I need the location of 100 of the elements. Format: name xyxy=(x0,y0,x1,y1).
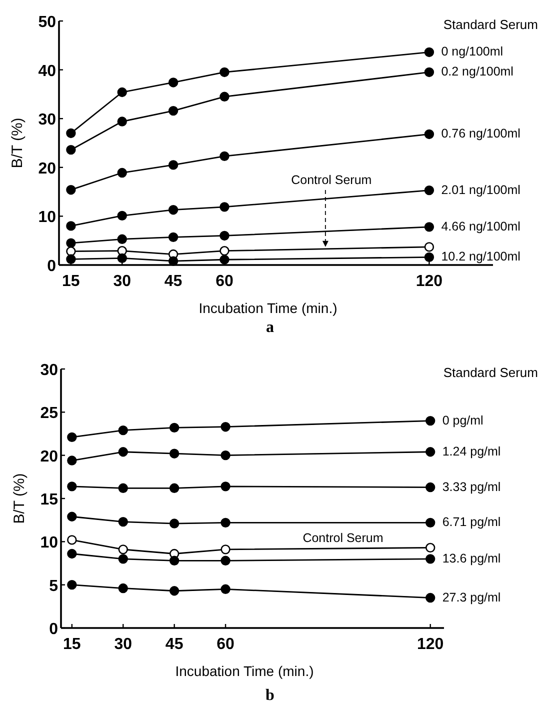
point xyxy=(66,238,76,248)
point xyxy=(220,544,230,554)
point xyxy=(168,78,178,88)
y-tick-label: 50 xyxy=(38,14,56,31)
point xyxy=(424,222,434,232)
y-tick-label: 20 xyxy=(40,448,58,466)
point xyxy=(425,542,436,553)
y-axis-title: B/T (%) xyxy=(9,118,26,168)
point xyxy=(66,128,76,138)
point xyxy=(66,144,76,155)
point xyxy=(66,221,76,231)
point xyxy=(169,448,180,458)
annotation: Control Serum xyxy=(302,531,384,545)
point xyxy=(168,256,178,266)
series-label: 10.2 ng/100ml xyxy=(441,250,520,264)
point xyxy=(117,253,127,264)
series-label: 0 ng/100ml xyxy=(441,44,504,59)
point xyxy=(118,483,128,493)
point xyxy=(169,422,180,433)
x-tick-label: 60 xyxy=(216,273,234,290)
y-tick-label: 30 xyxy=(40,362,58,379)
point xyxy=(425,447,436,457)
y-tick-label: 10 xyxy=(38,209,56,226)
point xyxy=(118,516,128,527)
y-tick-label: 40 xyxy=(38,62,56,80)
point xyxy=(220,151,230,162)
y-tick-label: 0 xyxy=(49,621,58,638)
y-axis-title: B/T (%) xyxy=(11,473,28,524)
point xyxy=(425,482,436,492)
point xyxy=(66,185,76,195)
x-tick-label: 45 xyxy=(164,273,182,290)
series-label: 6.71 pg/ml xyxy=(442,515,501,530)
y-tick-label: 10 xyxy=(40,534,58,552)
y-tick-label: 20 xyxy=(38,160,56,178)
point xyxy=(424,47,434,58)
text: b xyxy=(266,687,275,704)
point xyxy=(118,554,128,564)
series-label: 0 pg/ml xyxy=(442,413,484,428)
point xyxy=(67,535,77,545)
point xyxy=(424,67,434,78)
point xyxy=(168,232,178,242)
x-tick-label: 30 xyxy=(113,273,132,290)
point xyxy=(118,544,128,554)
series-label: 13.6 pg/ml xyxy=(442,551,501,566)
point xyxy=(425,416,436,426)
point xyxy=(118,583,128,594)
y-tick-label: 25 xyxy=(40,405,58,422)
y-tick-label: 0 xyxy=(47,258,56,275)
point xyxy=(169,483,180,493)
point xyxy=(66,246,76,256)
point xyxy=(168,160,178,170)
point xyxy=(220,246,230,256)
point xyxy=(220,92,230,102)
point xyxy=(67,548,77,559)
x-tick-label: 120 xyxy=(416,273,443,290)
point xyxy=(220,556,230,566)
point xyxy=(220,422,230,432)
point xyxy=(67,456,77,466)
series-label: 4.66 ng/100ml xyxy=(441,219,520,234)
point xyxy=(169,556,180,566)
point xyxy=(220,584,230,594)
point xyxy=(168,205,178,215)
y-tick-label: 30 xyxy=(38,112,56,129)
series-label: 0.76 ng/100ml xyxy=(441,126,520,141)
point xyxy=(117,116,127,126)
point xyxy=(67,432,77,442)
point xyxy=(424,129,434,140)
point xyxy=(424,185,434,196)
point xyxy=(169,518,180,528)
x-tick-label: 60 xyxy=(216,636,235,653)
x-axis-title: Incubation Time (min.) xyxy=(175,663,314,679)
point xyxy=(220,230,230,241)
x-tick-label: 45 xyxy=(165,636,184,653)
point xyxy=(220,202,230,212)
series-label: 27.3 pg/ml xyxy=(442,590,501,604)
point xyxy=(168,106,178,116)
point xyxy=(424,252,434,262)
point xyxy=(67,580,77,590)
point xyxy=(220,67,230,78)
point xyxy=(117,87,127,98)
point xyxy=(66,254,76,264)
series-label: 0.2 ng/100ml xyxy=(441,64,514,79)
point xyxy=(117,168,127,178)
point xyxy=(118,447,128,457)
x-tick-label: 15 xyxy=(63,636,81,653)
point xyxy=(425,554,436,564)
point xyxy=(425,592,436,603)
annotation: Control Serum xyxy=(291,173,372,187)
point xyxy=(117,210,127,221)
legend-title: Standard Serum xyxy=(443,365,538,380)
x-tick-label: 120 xyxy=(416,636,444,653)
point xyxy=(220,254,230,264)
y-tick-label: 15 xyxy=(40,492,58,508)
point xyxy=(67,482,77,492)
point xyxy=(169,586,180,596)
point xyxy=(425,518,436,528)
legend-title: Standard Serum xyxy=(443,17,538,32)
point xyxy=(220,518,230,528)
point xyxy=(67,512,77,522)
point xyxy=(220,450,230,460)
